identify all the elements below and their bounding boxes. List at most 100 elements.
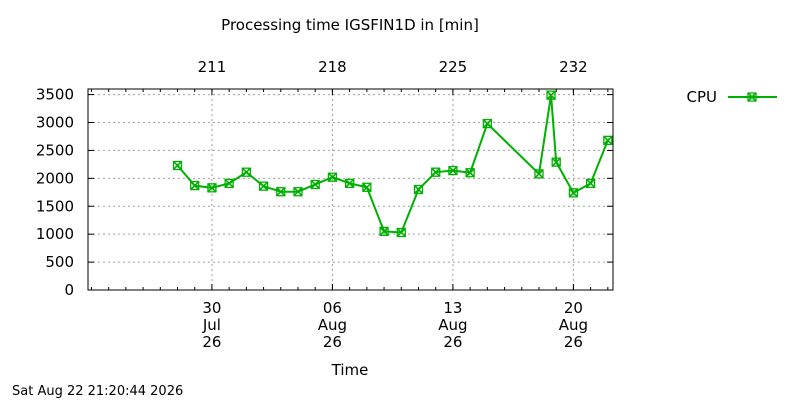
data-point	[224, 178, 234, 189]
y-tick-label: 1000	[36, 225, 74, 243]
legend-label-cpu: CPU	[687, 88, 718, 106]
marker-cross-b	[310, 179, 320, 190]
marker-box	[413, 184, 424, 195]
marker-box	[603, 135, 613, 146]
data-point	[293, 187, 303, 197]
marker-box	[482, 118, 492, 129]
marker-cross-b	[551, 157, 561, 167]
data-point	[465, 168, 475, 178]
x-tick-label: Aug	[318, 316, 347, 334]
grid	[88, 89, 613, 290]
data-point	[568, 188, 579, 198]
axis-ticks: 050010001500200025003000350030Jul2606Aug…	[36, 58, 613, 351]
data-point	[396, 227, 406, 238]
marker-cross-b	[465, 168, 475, 178]
marker-box	[747, 92, 757, 102]
legend: CPU	[687, 88, 777, 106]
marker-box	[327, 172, 338, 182]
data-point	[448, 165, 458, 176]
marker-box	[276, 187, 286, 197]
marker-box	[465, 168, 475, 178]
data-point	[241, 167, 252, 177]
marker-box	[190, 180, 200, 191]
marker-cross-b	[379, 226, 389, 236]
data-point	[276, 187, 286, 197]
x-tick-label: 26	[443, 333, 462, 351]
marker-cross-b	[586, 178, 596, 188]
x-axis-label: Time	[331, 361, 369, 379]
data-point	[379, 226, 389, 237]
marker-cross-b	[568, 188, 578, 198]
x-tick-label: 20	[564, 299, 583, 317]
marker-cross-b	[448, 165, 458, 176]
marker-cross-b	[747, 92, 757, 102]
marker-box	[344, 178, 355, 189]
marker-box	[224, 178, 234, 189]
marker-cross-b	[259, 181, 269, 191]
marker-box	[585, 178, 596, 189]
marker-box	[207, 183, 217, 193]
marker-cross-b	[603, 135, 613, 145]
data-point	[413, 184, 424, 195]
marker-cross-b	[172, 160, 183, 171]
y-tick-label: 3000	[36, 114, 74, 132]
marker-cross-b	[224, 178, 234, 188]
marker-box	[362, 182, 372, 192]
marker-cross-b	[431, 167, 441, 177]
marker-box	[431, 167, 441, 177]
x2-tick-label: 218	[318, 58, 347, 76]
marker-box	[293, 187, 303, 197]
marker-cross-b	[345, 178, 355, 188]
y-tick-label: 1500	[36, 197, 74, 215]
footer-timestamp: Sat Aug 22 21:20:44 2026	[12, 384, 183, 399]
data-point	[585, 178, 596, 189]
series-line-cpu	[176, 94, 609, 234]
marker-cross-b	[362, 182, 372, 192]
x2-tick-label: 232	[559, 58, 588, 76]
x-tick-label: Jul	[202, 316, 221, 334]
marker-cross-b	[241, 167, 251, 177]
x-tick-label: 30	[202, 299, 221, 317]
data-point	[551, 157, 561, 167]
marker-box	[568, 188, 579, 198]
data-point	[327, 172, 338, 182]
x2-tick-label: 211	[198, 58, 227, 76]
data-point	[344, 178, 355, 189]
marker-cross-b	[482, 119, 492, 129]
x-tick-label: 13	[443, 299, 462, 317]
data-point	[310, 179, 320, 190]
marker-box	[379, 226, 389, 237]
data-point	[207, 183, 217, 193]
y-tick-label: 3500	[36, 86, 74, 104]
marker-box	[310, 179, 320, 190]
marker-cross-b	[293, 187, 303, 197]
series-layer	[172, 90, 613, 238]
marker-box	[258, 181, 269, 191]
data-point	[172, 160, 183, 171]
legend-marker-cpu	[747, 92, 757, 102]
marker-box	[172, 160, 183, 171]
data-point	[362, 182, 372, 192]
x2-tick-label: 225	[439, 58, 468, 76]
data-point	[603, 135, 613, 146]
x-tick-label: Aug	[559, 316, 588, 334]
x-tick-label: 26	[323, 333, 342, 351]
plot-frame	[87, 88, 614, 291]
data-point	[546, 90, 556, 100]
x-tick-label: 06	[323, 299, 342, 317]
y-tick-label: 0	[64, 281, 74, 299]
x-tick-label: 26	[202, 333, 221, 351]
marker-box	[534, 169, 544, 179]
marker-cross-b	[276, 187, 286, 197]
chart-title: Processing time IGSFIN1D in [min]	[221, 16, 479, 34]
marker-box	[448, 165, 458, 176]
data-point	[258, 181, 269, 191]
marker-box	[396, 227, 406, 238]
data-point	[431, 167, 441, 177]
marker-cross-b	[413, 184, 424, 195]
marker-cross-b	[207, 183, 217, 193]
marker-box	[241, 167, 252, 177]
y-tick-label: 500	[45, 253, 74, 271]
marker-cross-b	[396, 227, 406, 238]
